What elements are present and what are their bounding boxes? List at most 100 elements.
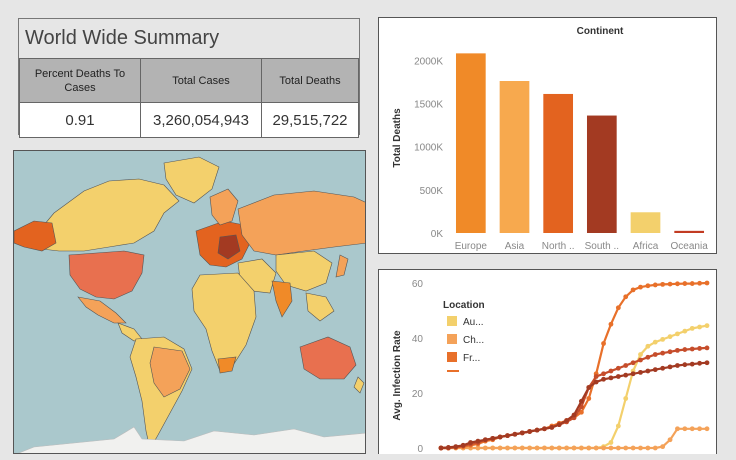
bar[interactable] bbox=[586, 115, 617, 233]
series-point[interactable] bbox=[490, 445, 496, 451]
series-point[interactable] bbox=[638, 445, 643, 451]
series-point[interactable] bbox=[505, 433, 510, 439]
series-point[interactable] bbox=[601, 371, 606, 377]
series-point[interactable] bbox=[638, 357, 643, 363]
series-point[interactable] bbox=[490, 435, 496, 441]
series-point[interactable] bbox=[675, 281, 680, 287]
series-point[interactable] bbox=[505, 445, 510, 451]
map-south-africa[interactable] bbox=[217, 356, 237, 374]
series-point[interactable] bbox=[593, 379, 599, 385]
series-point[interactable] bbox=[482, 445, 488, 451]
series-point[interactable] bbox=[675, 426, 680, 432]
series-point[interactable] bbox=[697, 346, 703, 351]
series-point[interactable] bbox=[608, 321, 614, 327]
series-point[interactable] bbox=[556, 422, 562, 428]
map-eastern-europe[interactable] bbox=[217, 234, 241, 260]
map-china[interactable] bbox=[275, 250, 333, 292]
series-point[interactable] bbox=[615, 445, 621, 451]
bar[interactable] bbox=[499, 81, 530, 233]
value-total-deaths[interactable]: 29,515,722 bbox=[261, 102, 359, 138]
series-point[interactable] bbox=[638, 352, 643, 357]
series-point[interactable] bbox=[578, 409, 584, 415]
series-point[interactable] bbox=[445, 445, 451, 450]
legend-swatch[interactable] bbox=[447, 316, 457, 326]
series-point[interactable] bbox=[578, 445, 584, 451]
series-point[interactable] bbox=[652, 367, 658, 373]
series-point[interactable] bbox=[630, 445, 636, 451]
series-point[interactable] bbox=[615, 374, 621, 379]
series-point[interactable] bbox=[527, 445, 533, 451]
series-point[interactable] bbox=[667, 364, 673, 370]
map-scandinavia[interactable] bbox=[209, 188, 239, 226]
series-point[interactable] bbox=[667, 349, 673, 355]
series-point[interactable] bbox=[556, 445, 562, 451]
series-point[interactable] bbox=[667, 437, 673, 443]
series-point[interactable] bbox=[652, 352, 658, 357]
series-point[interactable] bbox=[689, 426, 695, 432]
map-central-america[interactable] bbox=[117, 322, 143, 342]
series-point[interactable] bbox=[512, 431, 518, 437]
series-point[interactable] bbox=[497, 445, 503, 451]
series-point[interactable] bbox=[675, 363, 680, 368]
series-point[interactable] bbox=[645, 343, 651, 349]
series-point[interactable] bbox=[675, 347, 680, 353]
legend-label[interactable]: Fr... bbox=[463, 353, 480, 364]
series-point[interactable] bbox=[542, 426, 547, 432]
map-new-zealand[interactable] bbox=[353, 376, 365, 394]
series-line[interactable] bbox=[441, 427, 707, 450]
series-point[interactable] bbox=[601, 341, 606, 346]
series-point[interactable] bbox=[652, 282, 658, 288]
series-point[interactable] bbox=[534, 445, 540, 451]
series-point[interactable] bbox=[645, 445, 651, 451]
series-point[interactable] bbox=[468, 440, 473, 445]
deaths-by-continent-chart[interactable]: Continent Total Deaths 0K 500K 1000K 1500K 200… bbox=[378, 17, 717, 254]
series-point[interactable] bbox=[704, 323, 710, 329]
series-point[interactable] bbox=[534, 427, 540, 433]
series-point[interactable] bbox=[682, 281, 688, 286]
map-canvas[interactable] bbox=[14, 151, 366, 454]
series-point[interactable] bbox=[586, 385, 592, 390]
series-point[interactable] bbox=[527, 429, 533, 434]
map-brazil[interactable] bbox=[149, 346, 191, 398]
series-point[interactable] bbox=[660, 281, 666, 287]
map-australia[interactable] bbox=[299, 336, 357, 380]
legend-label[interactable]: Au... bbox=[463, 317, 484, 328]
series-point[interactable] bbox=[482, 437, 488, 443]
map-canada[interactable] bbox=[33, 178, 180, 252]
header-percent-deaths[interactable]: Percent Deaths To Cases bbox=[19, 58, 141, 103]
series-point[interactable] bbox=[519, 430, 525, 436]
series-point[interactable] bbox=[586, 445, 592, 451]
series-line[interactable] bbox=[440, 361, 708, 450]
series-point[interactable] bbox=[660, 444, 666, 450]
series-point[interactable] bbox=[638, 369, 643, 375]
map-usa[interactable] bbox=[68, 250, 145, 300]
series-point[interactable] bbox=[682, 347, 688, 352]
map-greenland[interactable] bbox=[163, 156, 220, 204]
series-point[interactable] bbox=[623, 294, 629, 300]
map-africa[interactable] bbox=[191, 272, 257, 372]
map-alaska[interactable] bbox=[14, 220, 57, 252]
series-point[interactable] bbox=[623, 372, 629, 378]
map-japan[interactable] bbox=[335, 254, 349, 278]
infection-rate-chart[interactable]: Avg. Infection Rate 0 20 40 60 Location Au... C… bbox=[378, 269, 717, 455]
map-india[interactable] bbox=[271, 280, 293, 318]
series-point[interactable] bbox=[571, 445, 577, 451]
series-point[interactable] bbox=[615, 423, 621, 429]
series-point[interactable] bbox=[571, 412, 577, 418]
legend-swatch[interactable] bbox=[447, 334, 457, 344]
series-point[interactable] bbox=[630, 371, 636, 377]
bar[interactable] bbox=[630, 212, 661, 233]
series-point[interactable] bbox=[689, 325, 695, 331]
series-point[interactable] bbox=[578, 398, 584, 404]
bar-chart-svg[interactable]: Continent Total Deaths 0K 500K 1000K 1500K 200… bbox=[379, 18, 716, 253]
series-point[interactable] bbox=[645, 368, 651, 374]
series-point[interactable] bbox=[689, 361, 695, 367]
series-point[interactable] bbox=[564, 418, 570, 423]
legend-label[interactable]: Ch... bbox=[463, 335, 484, 346]
line-chart-svg[interactable]: Avg. Infection Rate 0 20 40 60 Location Au... C… bbox=[379, 270, 716, 455]
series-point[interactable] bbox=[549, 445, 555, 451]
series-point[interactable] bbox=[453, 444, 459, 450]
series-point[interactable] bbox=[549, 424, 555, 430]
series-point[interactable] bbox=[689, 281, 695, 286]
series-point[interactable] bbox=[615, 305, 621, 311]
